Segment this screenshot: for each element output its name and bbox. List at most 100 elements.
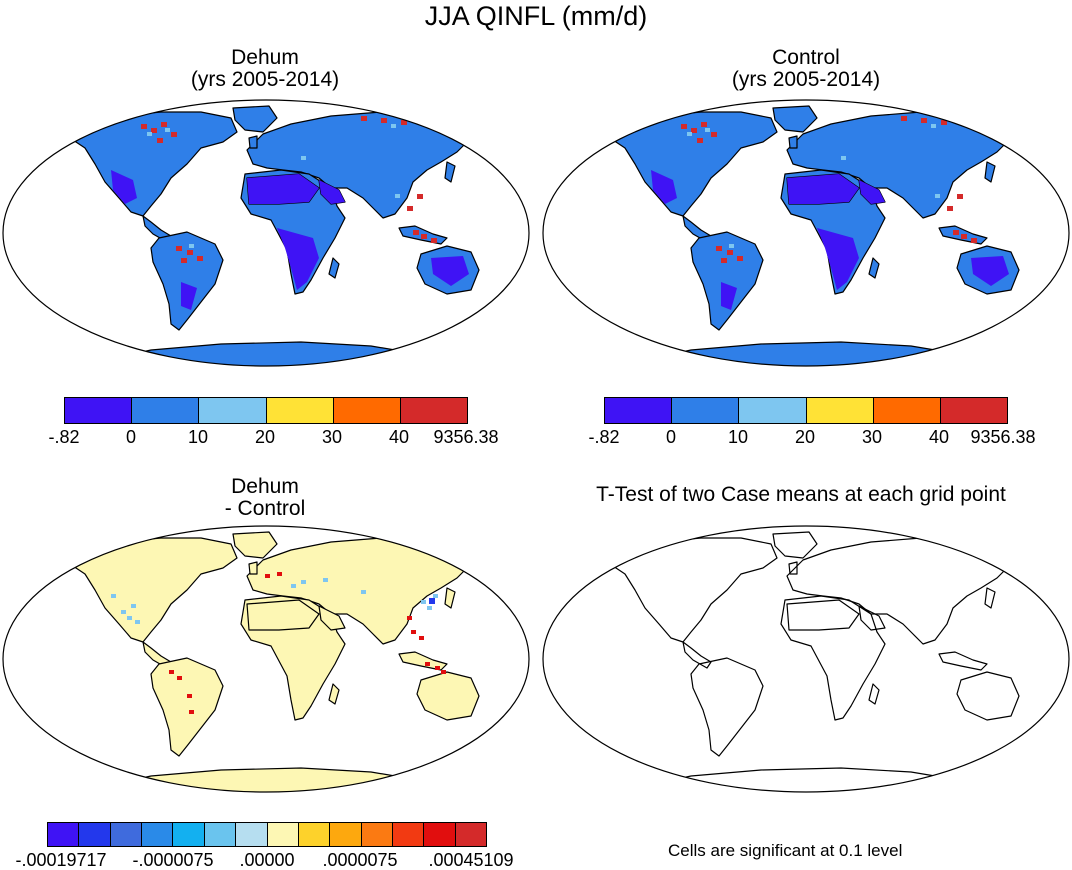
neg-cell-strong	[429, 598, 435, 604]
neg-cell	[361, 590, 366, 594]
landmass-northAmerica	[610, 537, 778, 643]
legend-swatch	[873, 398, 941, 423]
panel-title-ttest: T-Test of two Case means at each grid po…	[596, 483, 1006, 506]
neg-cell	[433, 594, 438, 598]
legend-swatch	[806, 398, 874, 423]
map-dehum	[2, 99, 530, 367]
pos-cell	[419, 636, 424, 640]
neg-cell	[301, 580, 306, 584]
hot-cell	[197, 256, 203, 261]
landmass-sahara	[786, 599, 860, 631]
legend-label: 30	[861, 427, 883, 447]
map-diff	[2, 525, 530, 793]
hot-cell	[141, 124, 147, 129]
panel-title-diff: Dehum - Control	[85, 476, 445, 520]
hot-cell	[961, 234, 967, 239]
legend-swatch	[204, 823, 237, 846]
hot-cell	[971, 238, 977, 243]
legend-label: 9356.38	[970, 427, 1036, 447]
hot-cell	[181, 258, 187, 263]
landmass-greenland	[772, 531, 818, 559]
map-ttest	[542, 525, 1070, 793]
hot-cell	[921, 118, 927, 123]
dry-region-arabia	[319, 180, 345, 204]
light-cell	[147, 132, 152, 136]
hot-cell	[431, 238, 437, 243]
panel-title-control: Control (yrs 2005-2014)	[626, 47, 986, 91]
dry-region-s-america	[721, 282, 737, 310]
pos-cell	[177, 676, 182, 680]
landmass-madagascar	[328, 257, 340, 279]
hot-cell	[981, 122, 987, 127]
dry-region-australia	[971, 256, 1009, 286]
legend-swatch	[142, 823, 174, 846]
hot-cell	[716, 246, 722, 251]
landmass-antarctica	[636, 767, 992, 792]
legend-swatch	[199, 398, 267, 423]
pos-cell	[277, 572, 282, 576]
neg-cell	[427, 606, 432, 610]
hot-cell	[1001, 128, 1007, 133]
dry-region-nw-america	[111, 170, 137, 204]
legend-swatch	[48, 823, 80, 846]
hot-cell	[681, 124, 687, 129]
map-border	[2, 99, 530, 367]
hot-cell	[727, 250, 733, 255]
legend-swatch	[173, 823, 205, 846]
light-cell	[841, 156, 846, 160]
landmass-centralAmerica	[682, 641, 712, 669]
legend-label: 40	[928, 427, 950, 447]
legend-swatch	[298, 823, 331, 846]
legend-label: 20	[794, 427, 816, 447]
map-border	[542, 525, 1070, 793]
landmass-northAmerica	[70, 537, 238, 643]
map-control	[542, 99, 1070, 367]
panel-title-diff-line1: Dehum	[231, 475, 299, 498]
pos-cell	[189, 710, 194, 714]
neg-cell	[121, 610, 126, 614]
dry-region-africa	[277, 228, 319, 290]
panel-title-control-line2: (yrs 2005-2014)	[731, 68, 881, 91]
legend-swatch	[110, 823, 143, 846]
pos-cell	[441, 670, 446, 674]
light-cell	[301, 156, 306, 160]
dry-region-nw-america	[651, 170, 677, 204]
landmass-sahara	[246, 599, 320, 631]
legend-swatch	[330, 823, 362, 846]
legend-swatch	[236, 823, 268, 846]
dry-region-africa	[817, 228, 859, 290]
legend-label: -.0000075	[132, 850, 214, 870]
legend-swatch	[392, 823, 425, 846]
neg-cell	[111, 594, 116, 598]
legend-bar-dehum	[64, 397, 468, 424]
landmass-arabia	[858, 605, 886, 631]
pos-cell	[425, 662, 430, 666]
landmass-australia	[416, 671, 480, 721]
pos-cell	[265, 574, 270, 578]
landmass-arabia	[318, 605, 346, 631]
legend-label: 10	[727, 427, 749, 447]
legend-label: .0000075	[322, 850, 398, 870]
light-cell	[165, 128, 170, 132]
legend-swatch	[424, 823, 456, 846]
neg-cell	[323, 578, 328, 582]
neg-cell	[421, 600, 426, 604]
hot-cell	[461, 128, 467, 133]
hot-cell	[711, 132, 717, 137]
ocean	[543, 526, 1069, 792]
map-border	[542, 99, 1070, 367]
hot-cell	[187, 250, 193, 255]
landmass-uk	[248, 135, 258, 149]
neg-cell	[291, 584, 296, 588]
legend-label: 20	[254, 427, 276, 447]
legend-label: 0	[665, 427, 677, 447]
landmass-southAmerica	[690, 657, 764, 757]
legend-swatch	[455, 823, 487, 846]
hot-cell	[161, 122, 167, 127]
hot-cell	[421, 118, 427, 123]
light-cell	[687, 132, 692, 136]
hot-cell	[947, 206, 953, 211]
legend-swatch	[739, 398, 807, 423]
map-border	[2, 525, 530, 793]
hot-cell	[961, 118, 967, 123]
